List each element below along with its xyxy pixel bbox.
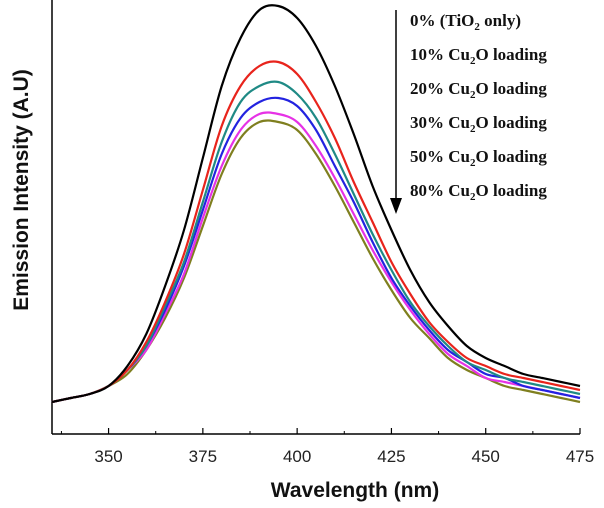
y-axis-title: Emission Intensity (A.U) bbox=[10, 69, 33, 311]
x-tick-label: 450 bbox=[472, 447, 500, 466]
legend-entry-4: 50% Cu2O loading bbox=[410, 147, 547, 169]
legend-entry-2: 20% Cu2O loading bbox=[410, 79, 547, 101]
x-axis-ticks: 350 375 400 425 450 475 bbox=[60, 428, 594, 466]
x-tick-label: 375 bbox=[189, 447, 217, 466]
x-tick-label: 400 bbox=[283, 447, 311, 466]
series-line-1 bbox=[51, 60, 581, 404]
legend-entry-3: 30% Cu2O loading bbox=[410, 113, 547, 135]
plot-area bbox=[51, 0, 580, 435]
series-lines bbox=[51, 4, 581, 404]
x-tick-label: 475 bbox=[566, 447, 594, 466]
x-axis-title: Wavelength (nm) bbox=[271, 479, 439, 502]
series-line-4 bbox=[51, 111, 581, 404]
x-tick-label: 425 bbox=[377, 447, 405, 466]
legend-arrow-head bbox=[390, 198, 402, 214]
series-line-3 bbox=[51, 96, 581, 404]
legend-entry-0: 0% (TiO2 only) bbox=[410, 11, 521, 33]
legend-entry-5: 80% Cu2O loading bbox=[410, 181, 547, 203]
legend-entry-1: 10% Cu2O loading bbox=[410, 45, 547, 67]
series-line-0 bbox=[51, 4, 581, 404]
x-tick-label: 350 bbox=[94, 447, 122, 466]
series-line-2 bbox=[51, 80, 581, 404]
legend: 0% (TiO2 only) 10% Cu2O loading 20% Cu2O l… bbox=[390, 10, 547, 214]
